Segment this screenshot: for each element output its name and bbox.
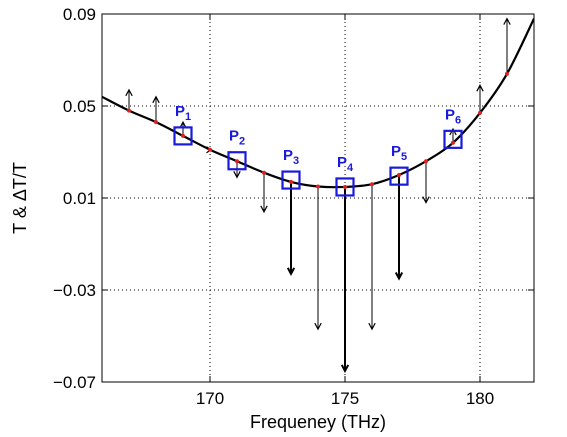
delta-arrow-head — [152, 95, 160, 104]
sample-point — [262, 170, 266, 175]
sample-point — [343, 184, 347, 189]
y-axis-label: T & ΔT/T — [10, 162, 30, 234]
sample-point — [127, 108, 131, 113]
delta-arrow-head — [476, 84, 484, 92]
delta-arrow-head — [503, 17, 511, 25]
sample-point — [208, 147, 212, 152]
point-label-subscript: 1 — [185, 111, 191, 123]
sample-point — [289, 179, 293, 184]
point-label-subscript: 3 — [293, 155, 299, 167]
sample-point — [451, 140, 455, 145]
y-tick-label: 0.01 — [63, 189, 96, 208]
delta-arrow-head — [340, 364, 350, 374]
sample-point — [424, 159, 428, 164]
y-tick-label: −0.07 — [53, 373, 96, 392]
sample-point — [505, 71, 509, 76]
delta-arrow-head — [422, 196, 430, 204]
point-marker — [443, 129, 463, 149]
delta-arrow-head — [233, 171, 241, 179]
sample-point — [154, 120, 158, 125]
delta-arrow-head — [179, 120, 187, 129]
point-label-subscript: 5 — [401, 151, 407, 163]
delta-arrow-head — [260, 205, 268, 214]
delta-arrow-head — [314, 322, 322, 331]
y-tick-label: 0.09 — [63, 5, 96, 24]
point-label-subscript: 6 — [455, 114, 461, 126]
sample-point — [235, 159, 239, 164]
sample-layer — [127, 71, 509, 189]
delta-arrow-head — [394, 272, 404, 281]
delta-arrow-head — [286, 267, 296, 277]
x-tick-label: 180 — [466, 389, 494, 408]
x-axis-label: Frequeney (THz) — [250, 412, 386, 432]
ticks: 170 175 180 0.09 0.05 0.01 −0.03 −0.07 — [53, 5, 534, 408]
delta-arrow-head — [125, 88, 133, 97]
point-label-subscript: 4 — [347, 162, 354, 174]
sample-point — [478, 110, 482, 115]
point-marker — [281, 170, 301, 190]
point-marker — [227, 151, 247, 171]
x-tick-label: 175 — [331, 389, 359, 408]
point-marker — [173, 126, 193, 146]
point-marker — [389, 166, 409, 186]
sample-point — [370, 182, 374, 187]
delta-arrow-head — [368, 322, 376, 331]
y-tick-label: −0.03 — [53, 281, 96, 300]
sample-point — [316, 184, 320, 189]
point-marker — [335, 177, 355, 197]
delta-arrow-head — [449, 127, 457, 136]
x-tick-label: 170 — [196, 389, 224, 408]
y-tick-label: 0.05 — [63, 97, 96, 116]
sample-point — [181, 133, 185, 138]
sample-point — [397, 173, 401, 177]
point-label-subscript: 2 — [239, 136, 245, 148]
